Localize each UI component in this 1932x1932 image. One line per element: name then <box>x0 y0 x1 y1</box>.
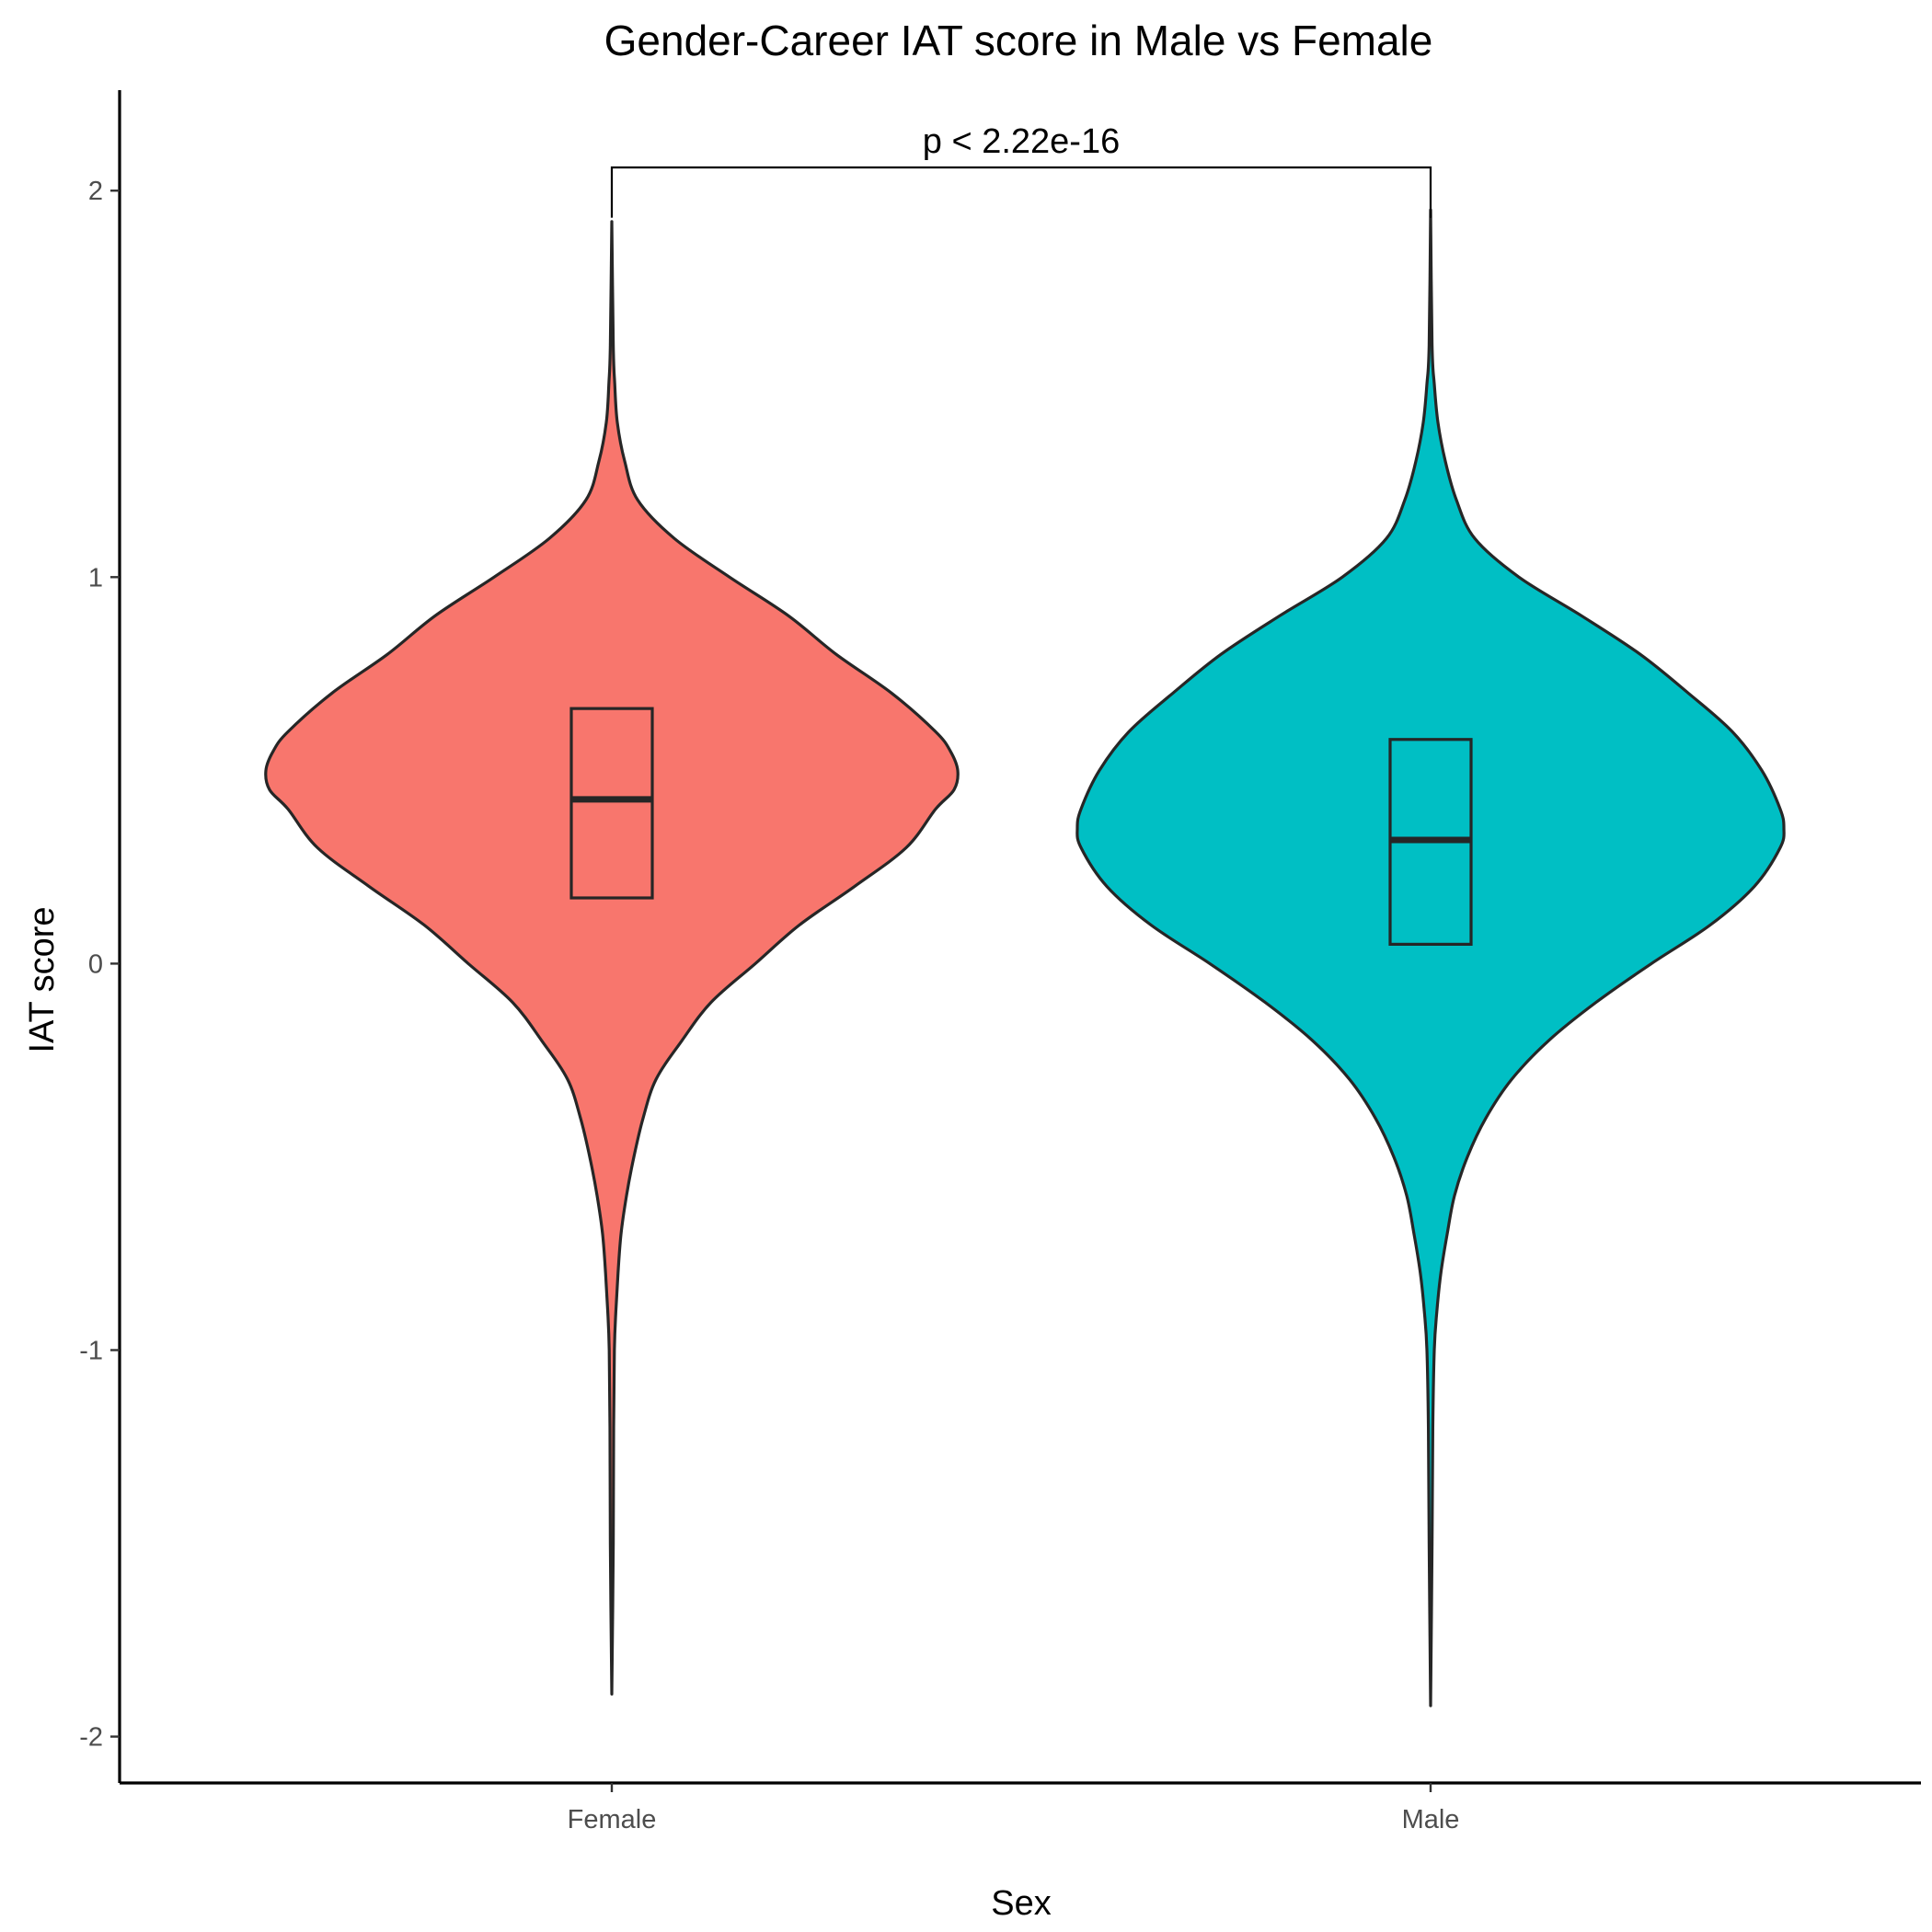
y-tick-label: 0 <box>88 949 103 979</box>
p-value-label: p < 2.22e-16 <box>923 122 1120 161</box>
x-tick-label-male: Male <box>1402 1805 1460 1834</box>
x-tick-label-female: Female <box>568 1805 657 1834</box>
box-female <box>569 707 654 900</box>
x-axis-title: Sex <box>991 1884 1051 1923</box>
violin-male <box>1075 208 1786 1708</box>
y-tick-label: 1 <box>88 563 103 592</box>
y-tick-label: 2 <box>88 177 103 206</box>
chart-title: Gender-Career IAT score in Male vs Femal… <box>604 17 1433 64</box>
violin-female <box>264 220 960 1696</box>
y-axis-title: IAT score <box>23 906 62 1052</box>
plot-area <box>264 208 1786 1708</box>
y-tick-label: -1 <box>79 1336 103 1365</box>
comparison-bracket <box>610 166 1432 218</box>
annotation-layer: p < 2.22e-16 <box>610 122 1432 218</box>
y-tick-label: -2 <box>79 1723 103 1753</box>
axes: -2 -1 0 1 2 Female Male <box>79 90 1921 1834</box>
